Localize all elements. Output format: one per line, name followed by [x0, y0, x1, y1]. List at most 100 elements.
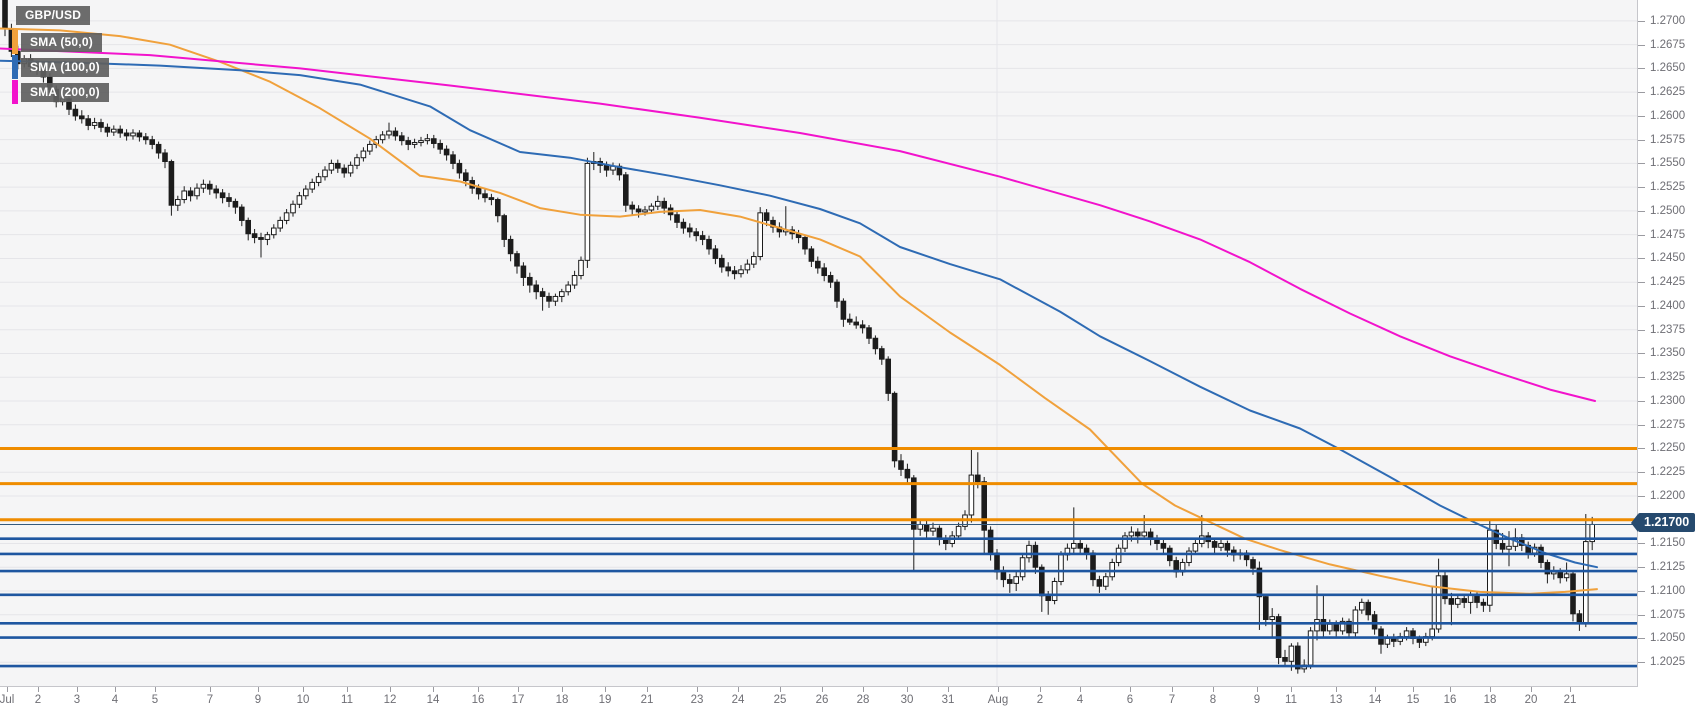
y-tick-mark	[1638, 543, 1645, 545]
x-tick-mark	[647, 687, 648, 692]
x-tick-label: 19	[598, 694, 612, 706]
y-tick-mark	[1638, 139, 1645, 141]
x-tick-label: 21	[1563, 694, 1577, 706]
y-tick-label: 1.2100	[1650, 584, 1686, 597]
x-tick-mark	[780, 687, 781, 692]
x-tick-mark	[1413, 687, 1414, 692]
x-tick-label: 7	[1168, 694, 1176, 706]
x-tick-label: 18	[1483, 694, 1497, 706]
x-tick-label: 25	[773, 694, 787, 706]
x-tick-mark	[697, 687, 698, 692]
y-tick-mark	[1638, 472, 1645, 474]
x-tick-label: 12	[383, 694, 397, 706]
x-tick-label: 2	[34, 694, 42, 706]
x-tick-mark	[1213, 687, 1214, 692]
y-tick-mark	[1638, 163, 1645, 165]
x-tick-mark	[822, 687, 823, 692]
x-tick-label: 8	[1209, 694, 1217, 706]
x-tick-mark	[433, 687, 434, 692]
x-tick-mark	[347, 687, 348, 692]
x-tick-mark	[77, 687, 78, 692]
y-tick-label: 1.2250	[1650, 442, 1686, 455]
x-tick-label: 14	[426, 694, 440, 706]
last-price-badge: 1.21700	[1631, 513, 1696, 533]
y-tick-label: 1.2625	[1650, 86, 1686, 99]
y-tick-label: 1.2700	[1650, 14, 1686, 27]
y-tick-label: 1.2325	[1650, 371, 1686, 384]
x-tick-mark	[115, 687, 116, 692]
time-axis[interactable]: Jul 2 3 4 5 7 9 10 11 12 14 16 17 18 19 21 23 24 25 26 28 30 3…	[0, 687, 1637, 712]
y-tick-label: 1.2025	[1650, 656, 1686, 669]
y-tick-label: 1.2275	[1650, 418, 1686, 431]
x-tick-label: 9	[254, 694, 262, 706]
y-tick-mark	[1638, 662, 1645, 664]
chart-canvas[interactable]: GBP/USD SMA (50,0) SMA (100,0) SMA (200,…	[0, 0, 1638, 687]
x-tick-label: 14	[1368, 694, 1382, 706]
sma200-label: SMA (200,0)	[21, 82, 109, 102]
legend-item-sma100[interactable]: SMA (100,0)	[12, 55, 109, 79]
x-tick-mark	[1040, 687, 1041, 692]
badge-arrow-icon	[1631, 513, 1638, 532]
sma200-color-swatch	[12, 80, 18, 104]
x-tick-mark	[562, 687, 563, 692]
x-tick-label: 15	[1406, 694, 1420, 706]
x-tick-mark	[303, 687, 304, 692]
y-tick-mark	[1638, 424, 1645, 426]
y-tick-mark	[1638, 495, 1645, 497]
x-tick-mark	[258, 687, 259, 692]
x-tick-label: 7	[206, 694, 214, 706]
x-tick-label: 11	[341, 694, 353, 706]
x-tick-mark	[907, 687, 908, 692]
y-tick-label: 1.2300	[1650, 394, 1686, 407]
y-tick-mark	[1638, 448, 1645, 450]
x-tick-mark	[738, 687, 739, 692]
x-tick-mark	[1570, 687, 1571, 692]
x-tick-label: 30	[900, 694, 914, 706]
legend-item-symbol[interactable]: GBP/USD	[16, 6, 91, 25]
y-tick-mark	[1638, 210, 1645, 212]
y-tick-label: 1.2400	[1650, 299, 1686, 312]
y-tick-label: 1.2575	[1650, 133, 1686, 146]
y-tick-mark	[1638, 187, 1645, 189]
x-tick-mark	[1080, 687, 1081, 692]
y-tick-mark	[1638, 377, 1645, 379]
x-tick-mark	[155, 687, 156, 692]
y-tick-mark	[1638, 638, 1645, 640]
x-tick-label: 4	[1076, 694, 1084, 706]
y-tick-mark	[1638, 353, 1645, 355]
x-tick-label: 9	[1253, 694, 1261, 706]
y-tick-label: 1.2675	[1650, 38, 1686, 51]
y-tick-mark	[1638, 20, 1645, 22]
legend-item-sma50[interactable]: SMA (50,0)	[12, 30, 102, 54]
x-tick-label: 17	[511, 694, 525, 706]
x-tick-mark	[1172, 687, 1173, 692]
y-tick-label: 1.2150	[1650, 537, 1686, 550]
x-tick-mark	[1490, 687, 1491, 692]
y-tick-mark	[1638, 614, 1645, 616]
y-tick-label: 1.2650	[1650, 62, 1686, 75]
y-tick-mark	[1638, 92, 1645, 94]
price-axis[interactable]: 1.2700 1.2675 1.2650 1.2625 1.2600 1.2575 1.25…	[1638, 0, 1707, 686]
x-tick-mark	[998, 687, 999, 692]
x-tick-label: 13	[1329, 694, 1343, 706]
x-tick-mark	[1257, 687, 1258, 692]
x-tick-label: 4	[111, 694, 119, 706]
y-tick-label: 1.2425	[1650, 276, 1686, 289]
x-tick-mark	[7, 687, 8, 692]
y-tick-mark	[1638, 590, 1645, 592]
x-tick-mark	[1336, 687, 1337, 692]
legend-item-sma200[interactable]: SMA (200,0)	[12, 80, 109, 104]
y-tick-mark	[1638, 329, 1645, 331]
y-tick-label: 1.2050	[1650, 632, 1686, 645]
x-tick-mark	[948, 687, 949, 692]
y-tick-label: 1.2350	[1650, 347, 1686, 360]
sma50-label: SMA (50,0)	[21, 32, 102, 52]
x-tick-mark	[210, 687, 211, 692]
y-tick-label: 1.2550	[1650, 157, 1686, 170]
y-tick-label: 1.2200	[1650, 489, 1686, 502]
x-tick-mark	[863, 687, 864, 692]
sma50-color-swatch	[12, 30, 18, 54]
x-tick-label: 31	[941, 694, 955, 706]
sma100-color-swatch	[12, 55, 18, 79]
y-tick-mark	[1638, 567, 1645, 569]
